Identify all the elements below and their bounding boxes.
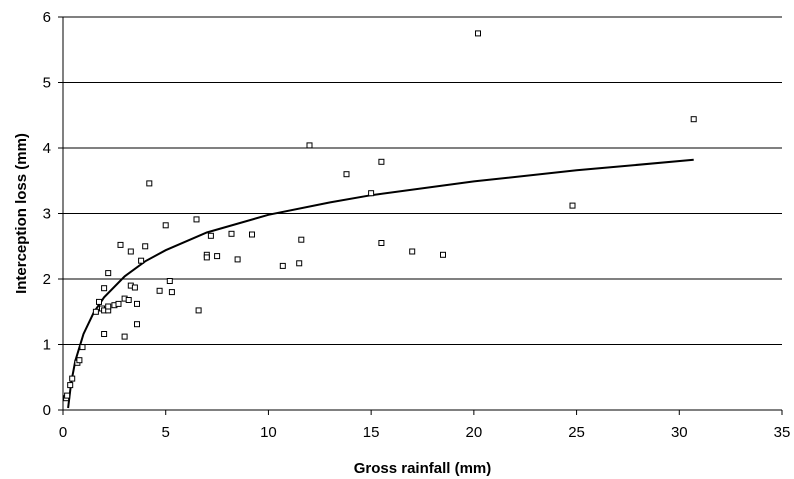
- data-point: [378, 158, 385, 165]
- data-point: [76, 357, 83, 364]
- x-tick-label: 20: [466, 424, 483, 441]
- y-tick-label: 5: [43, 75, 51, 92]
- x-tick-label: 35: [774, 424, 791, 441]
- data-point: [166, 278, 173, 284]
- fit-curve-group: [67, 158, 694, 409]
- data-point: [69, 375, 76, 382]
- y-tick-label: 4: [43, 140, 51, 157]
- data-point: [92, 308, 99, 315]
- data-point: [228, 230, 235, 237]
- data-point: [142, 243, 149, 250]
- y-tick-label: 1: [43, 337, 51, 354]
- data-point: [134, 300, 140, 307]
- data-point: [214, 253, 221, 260]
- data-point: [101, 331, 108, 337]
- data-point: [156, 287, 163, 294]
- data-point: [117, 241, 124, 248]
- data-point: [105, 303, 112, 310]
- axes: [58, 16, 783, 415]
- fit-curve: [67, 158, 694, 409]
- data-point: [134, 321, 140, 328]
- y-tick-label: 0: [43, 402, 51, 419]
- x-tick-label: 0: [59, 424, 67, 441]
- data-point: [296, 260, 303, 267]
- x-tick-label: 25: [568, 424, 585, 441]
- data-point: [79, 344, 86, 351]
- data-point: [569, 202, 576, 209]
- data-point: [306, 142, 313, 149]
- data-point: [115, 300, 122, 307]
- y-tick-label: 2: [43, 271, 51, 288]
- gridlines: [63, 16, 782, 345]
- data-point: [64, 392, 71, 399]
- x-tick-label: 10: [260, 424, 277, 441]
- data-point: [67, 382, 74, 389]
- data-point: [249, 231, 255, 238]
- data-point: [131, 284, 138, 291]
- data-point: [690, 116, 697, 123]
- data-point: [105, 270, 112, 277]
- data-point: [193, 216, 200, 223]
- x-tick-label: 30: [671, 424, 688, 441]
- x-axis-title: Gross rainfall (mm): [354, 460, 492, 477]
- y-tick-label: 3: [43, 206, 51, 223]
- data-point: [121, 333, 128, 340]
- data-point: [162, 222, 169, 229]
- data-point: [96, 298, 102, 305]
- x-tick-label: 15: [363, 424, 380, 441]
- data-point: [298, 236, 305, 243]
- data-point: [207, 232, 214, 239]
- data-point: [343, 171, 350, 178]
- data-point: [195, 307, 202, 314]
- data-point: [234, 256, 241, 263]
- y-tick-label: 6: [43, 9, 51, 26]
- data-point: [378, 240, 385, 246]
- data-point: [440, 251, 446, 258]
- data-point: [475, 30, 481, 37]
- data-point: [203, 254, 210, 261]
- data-point: [368, 190, 375, 197]
- data-point: [138, 257, 145, 264]
- data-point: [127, 248, 134, 255]
- data-point: [125, 297, 132, 303]
- data-point: [279, 262, 286, 269]
- x-tick-label: 5: [162, 424, 170, 441]
- y-axis-title: Interception loss (mm): [13, 133, 30, 294]
- data-point: [409, 248, 416, 255]
- data-point: [146, 180, 153, 187]
- data-point: [168, 289, 175, 296]
- data-points: [63, 30, 697, 402]
- tick-labels: 0 1 2 3 4 5 6 0 5 10 15 20 25 30 35: [43, 9, 791, 441]
- data-point: [101, 285, 108, 292]
